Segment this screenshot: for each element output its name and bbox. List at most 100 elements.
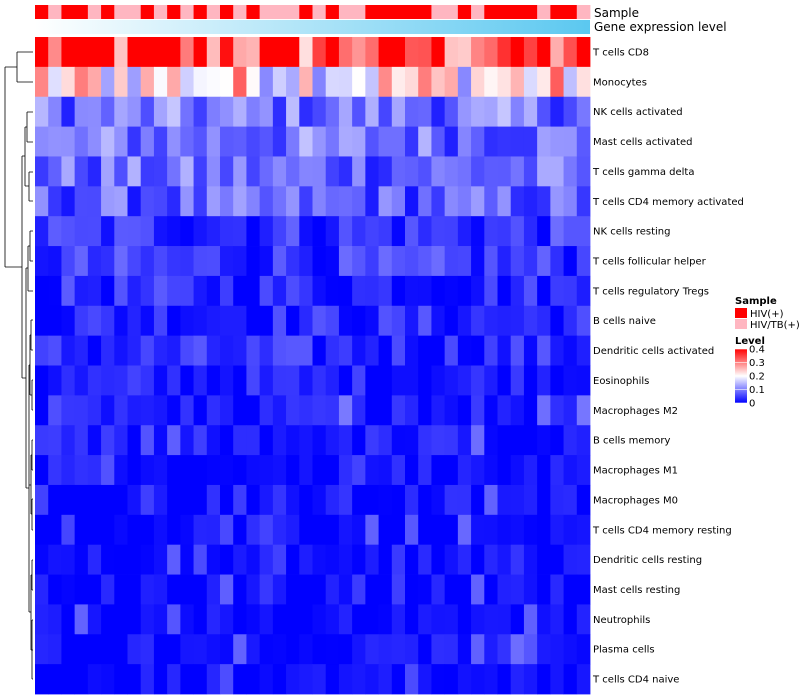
heatmap-cell bbox=[101, 126, 115, 157]
heatmap-cell bbox=[61, 66, 76, 98]
heatmap-cell bbox=[523, 604, 538, 635]
heatmap-cell bbox=[444, 484, 459, 516]
heatmap-cell bbox=[484, 604, 498, 635]
heatmap-cell bbox=[523, 664, 538, 695]
heatmap-cell bbox=[497, 275, 512, 307]
heatmap-cell bbox=[497, 335, 512, 366]
heatmap-cell bbox=[510, 574, 525, 605]
heatmap-cell bbox=[299, 305, 313, 337]
sample-annotation-cell bbox=[114, 5, 128, 19]
heatmap-cell bbox=[87, 305, 102, 337]
heatmap-cell bbox=[167, 156, 181, 187]
heatmap-cell bbox=[153, 574, 168, 605]
heatmap-cell bbox=[576, 514, 591, 546]
heatmap-cell bbox=[259, 186, 274, 217]
heatmap-cell bbox=[365, 96, 379, 127]
heatmap-cell bbox=[457, 664, 472, 695]
heatmap-cell bbox=[180, 664, 194, 695]
heatmap-cell bbox=[418, 604, 432, 635]
heatmap-cell bbox=[127, 37, 142, 68]
heatmap-cell bbox=[365, 246, 379, 277]
row-label: Macrophages M2 bbox=[593, 406, 678, 417]
heatmap-cell bbox=[563, 425, 578, 456]
sample-annotation-cell bbox=[259, 5, 274, 19]
heatmap-cell bbox=[378, 305, 393, 337]
heatmap-cell bbox=[272, 96, 287, 127]
heatmap-cell bbox=[497, 365, 512, 396]
heatmap-cell bbox=[87, 395, 102, 426]
heatmap-cell bbox=[325, 246, 340, 277]
heatmap-cell bbox=[246, 246, 261, 277]
sample-annotation-cell bbox=[286, 5, 300, 19]
heatmap-cell bbox=[431, 544, 446, 575]
heatmap-cell bbox=[61, 395, 76, 426]
heatmap-cell bbox=[167, 246, 181, 277]
heatmap-cell bbox=[497, 126, 512, 157]
heatmap-cell bbox=[444, 275, 459, 307]
heatmap-cell bbox=[114, 275, 128, 307]
heatmap-cell bbox=[114, 634, 128, 665]
heatmap-cell bbox=[272, 544, 287, 575]
heatmap-cell bbox=[114, 514, 128, 546]
heatmap-cell bbox=[61, 455, 76, 486]
heatmap-cell bbox=[523, 216, 538, 247]
heatmap-cell bbox=[312, 425, 327, 456]
heatmap-cell bbox=[338, 574, 353, 605]
heatmap-cell bbox=[153, 96, 168, 127]
heatmap-cell bbox=[140, 216, 155, 247]
heatmap-cell bbox=[299, 96, 313, 127]
heatmap-cell bbox=[272, 186, 287, 217]
heatmap-cell bbox=[220, 66, 234, 98]
heatmap-cell bbox=[127, 126, 142, 157]
heatmap-cell bbox=[576, 604, 591, 635]
heatmap-cell bbox=[312, 664, 327, 695]
heatmap-cell bbox=[114, 574, 128, 605]
heatmap-cell bbox=[114, 216, 128, 247]
heatmap-cell bbox=[325, 275, 340, 307]
heatmap-cell bbox=[365, 395, 379, 426]
heatmap-cell bbox=[338, 335, 353, 366]
heatmap-cell bbox=[272, 395, 287, 426]
heatmap-cell bbox=[61, 96, 76, 127]
heatmap-cell bbox=[338, 66, 353, 98]
heatmap-cell bbox=[325, 365, 340, 396]
row-label: T cells CD4 memory resting bbox=[592, 525, 732, 536]
heatmap-cell bbox=[510, 126, 525, 157]
heatmap-cell bbox=[338, 455, 353, 486]
heatmap-cell bbox=[48, 664, 62, 695]
heatmap-cell bbox=[35, 604, 49, 635]
heatmap-cell bbox=[484, 514, 498, 546]
heatmap-cell bbox=[312, 455, 327, 486]
heatmap-cell bbox=[391, 186, 406, 217]
gene-expression-annotation-bar bbox=[35, 20, 590, 34]
heatmap-cell bbox=[180, 96, 194, 127]
row-label: Dendritic cells activated bbox=[593, 346, 714, 357]
heatmap-cell bbox=[286, 66, 300, 98]
heatmap-cell bbox=[391, 514, 406, 546]
heatmap-cell bbox=[153, 156, 168, 187]
heatmap-cell bbox=[312, 335, 327, 366]
heatmap-cell bbox=[153, 455, 168, 486]
heatmap-cell bbox=[484, 574, 498, 605]
heatmap-cell bbox=[444, 664, 459, 695]
heatmap-cell bbox=[431, 66, 446, 98]
heatmap-cell bbox=[206, 156, 221, 187]
heatmap-cell bbox=[444, 216, 459, 247]
heatmap-cell bbox=[312, 156, 327, 187]
heatmap-cell bbox=[457, 484, 472, 516]
heatmap-cell bbox=[259, 126, 274, 157]
heatmap-cell bbox=[444, 455, 459, 486]
heatmap-cell bbox=[365, 514, 379, 546]
heatmap-cell bbox=[153, 335, 168, 366]
heatmap-cell bbox=[101, 664, 115, 695]
heatmap-cell bbox=[471, 156, 485, 187]
heatmap-cell bbox=[338, 484, 353, 516]
heatmap-cell bbox=[114, 246, 128, 277]
heatmap-cell bbox=[114, 544, 128, 575]
heatmap-cell bbox=[193, 604, 208, 635]
heatmap-cell bbox=[206, 664, 221, 695]
heatmap-cell bbox=[365, 365, 379, 396]
heatmap-cell bbox=[101, 335, 115, 366]
heatmap-cell bbox=[180, 484, 194, 516]
heatmap-cell bbox=[418, 126, 432, 157]
